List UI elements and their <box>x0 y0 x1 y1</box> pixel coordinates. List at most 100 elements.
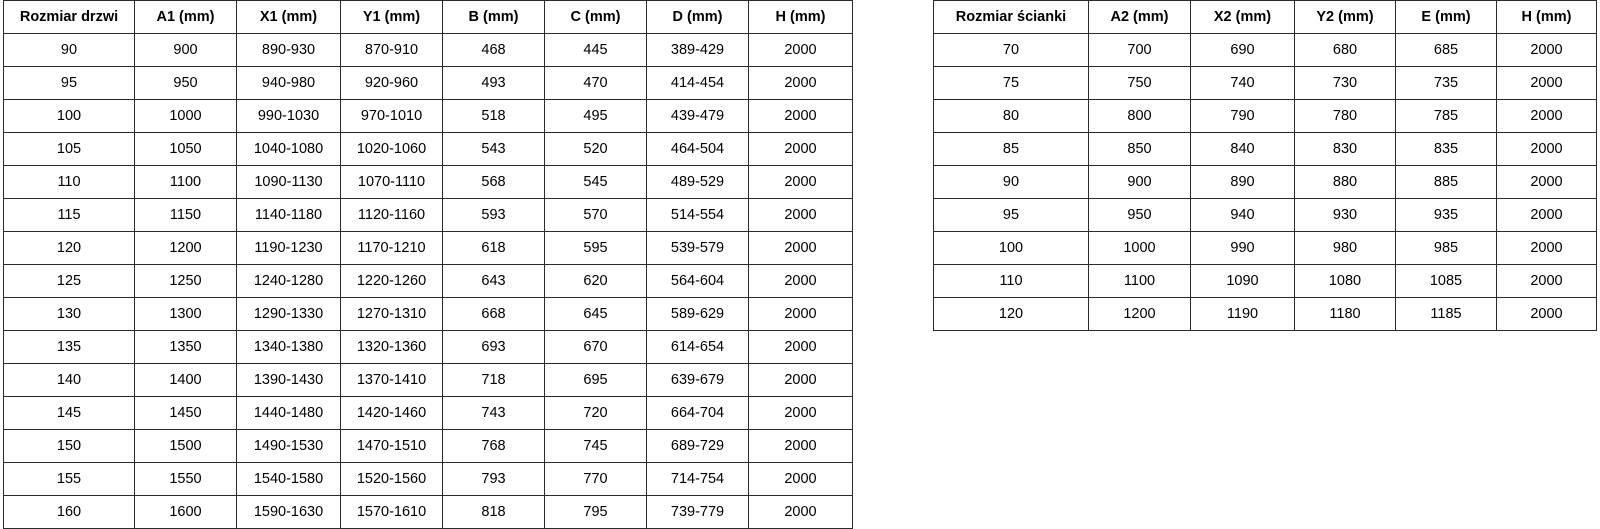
cell: 718 <box>442 363 545 397</box>
cell: 2000 <box>1496 132 1597 166</box>
cell: 900 <box>134 33 237 67</box>
cell: 2000 <box>748 396 853 430</box>
cell: 685 <box>1395 33 1497 67</box>
cell: 1185 <box>1395 297 1497 331</box>
wall-table-header: Rozmiar ścianki A2 (mm) X2 (mm) Y2 (mm) … <box>933 0 1597 34</box>
cell: 645 <box>544 297 647 331</box>
cell: 105 <box>3 132 135 166</box>
cell: 739-779 <box>646 495 749 529</box>
cell: 693 <box>442 330 545 364</box>
cell: 518 <box>442 99 545 133</box>
cell: 695 <box>544 363 647 397</box>
cell: 1080 <box>1294 264 1396 298</box>
wall-size-table: Rozmiar ścianki A2 (mm) X2 (mm) Y2 (mm) … <box>933 0 1597 331</box>
column-header-h: H (mm) <box>1496 0 1597 34</box>
cell: 795 <box>544 495 647 529</box>
column-header-a1: A1 (mm) <box>134 0 237 34</box>
cell: 668 <box>442 297 545 331</box>
cell: 539-579 <box>646 231 749 265</box>
cell: 1440-1480 <box>236 396 341 430</box>
cell: 1090-1130 <box>236 165 341 199</box>
cell: 543 <box>442 132 545 166</box>
table-row: 95 950 940-980 920-960 493 470 414-454 2… <box>3 66 853 100</box>
cell: 800 <box>1088 99 1191 133</box>
table-row: 150 1500 1490-1530 1470-1510 768 745 689… <box>3 429 853 463</box>
cell: 2000 <box>748 363 853 397</box>
cell: 2000 <box>1496 165 1597 199</box>
door-table-body: 90 900 890-930 870-910 468 445 389-429 2… <box>3 33 853 529</box>
table-row: 135 1350 1340-1380 1320-1360 693 670 614… <box>3 330 853 364</box>
cell: 1150 <box>134 198 237 232</box>
cell: 2000 <box>1496 297 1597 331</box>
cell: 720 <box>544 396 647 430</box>
cell: 2000 <box>748 495 853 529</box>
cell: 1490-1530 <box>236 429 341 463</box>
cell: 2000 <box>748 198 853 232</box>
cell: 545 <box>544 165 647 199</box>
cell: 2000 <box>748 429 853 463</box>
column-header-rozmiar-scianki: Rozmiar ścianki <box>933 0 1089 34</box>
table-row: 160 1600 1590-1630 1570-1610 818 795 739… <box>3 495 853 529</box>
cell: 1600 <box>134 495 237 529</box>
cell: 115 <box>3 198 135 232</box>
cell: 680 <box>1294 33 1396 67</box>
cell: 1350 <box>134 330 237 364</box>
cell: 564-604 <box>646 264 749 298</box>
cell: 80 <box>933 99 1089 133</box>
cell: 2000 <box>1496 33 1597 67</box>
cell: 1040-1080 <box>236 132 341 166</box>
cell: 130 <box>3 297 135 331</box>
cell: 1390-1430 <box>236 363 341 397</box>
cell: 1120-1160 <box>340 198 443 232</box>
cell: 850 <box>1088 132 1191 166</box>
column-header-d: D (mm) <box>646 0 749 34</box>
cell: 790 <box>1190 99 1295 133</box>
cell: 830 <box>1294 132 1396 166</box>
column-header-b: B (mm) <box>442 0 545 34</box>
cell: 2000 <box>1496 66 1597 100</box>
cell: 589-629 <box>646 297 749 331</box>
cell: 1520-1560 <box>340 462 443 496</box>
cell: 780 <box>1294 99 1396 133</box>
cell: 643 <box>442 264 545 298</box>
cell: 2000 <box>1496 99 1597 133</box>
cell: 493 <box>442 66 545 100</box>
cell: 1170-1210 <box>340 231 443 265</box>
cell: 900 <box>1088 165 1191 199</box>
cell: 135 <box>3 330 135 364</box>
cell: 639-679 <box>646 363 749 397</box>
cell: 120 <box>933 297 1089 331</box>
table-row: 105 1050 1040-1080 1020-1060 543 520 464… <box>3 132 853 166</box>
cell: 100 <box>3 99 135 133</box>
cell: 2000 <box>1496 264 1597 298</box>
cell: 155 <box>3 462 135 496</box>
cell: 664-704 <box>646 396 749 430</box>
cell: 2000 <box>748 99 853 133</box>
wall-table-body: 70 700 690 680 685 2000 75 750 740 730 7… <box>933 33 1597 331</box>
cell: 2000 <box>748 132 853 166</box>
column-header-y2: Y2 (mm) <box>1294 0 1396 34</box>
cell: 670 <box>544 330 647 364</box>
cell: 1020-1060 <box>340 132 443 166</box>
cell: 1470-1510 <box>340 429 443 463</box>
cell: 950 <box>134 66 237 100</box>
cell: 940 <box>1190 198 1295 232</box>
cell: 464-504 <box>646 132 749 166</box>
cell: 514-554 <box>646 198 749 232</box>
table-row: 70 700 690 680 685 2000 <box>933 33 1597 67</box>
table-row: 110 1100 1090 1080 1085 2000 <box>933 264 1597 298</box>
cell: 1320-1360 <box>340 330 443 364</box>
cell: 160 <box>3 495 135 529</box>
cell: 690 <box>1190 33 1295 67</box>
door-table-header: Rozmiar drzwi A1 (mm) X1 (mm) Y1 (mm) B … <box>3 0 853 34</box>
cell: 570 <box>544 198 647 232</box>
cell: 1450 <box>134 396 237 430</box>
cell: 1500 <box>134 429 237 463</box>
cell: 700 <box>1088 33 1191 67</box>
column-header-c: C (mm) <box>544 0 647 34</box>
cell: 714-754 <box>646 462 749 496</box>
cell: 1250 <box>134 264 237 298</box>
table-row: 90 900 890-930 870-910 468 445 389-429 2… <box>3 33 853 67</box>
table-row: 115 1150 1140-1180 1120-1160 593 570 514… <box>3 198 853 232</box>
cell: 85 <box>933 132 1089 166</box>
